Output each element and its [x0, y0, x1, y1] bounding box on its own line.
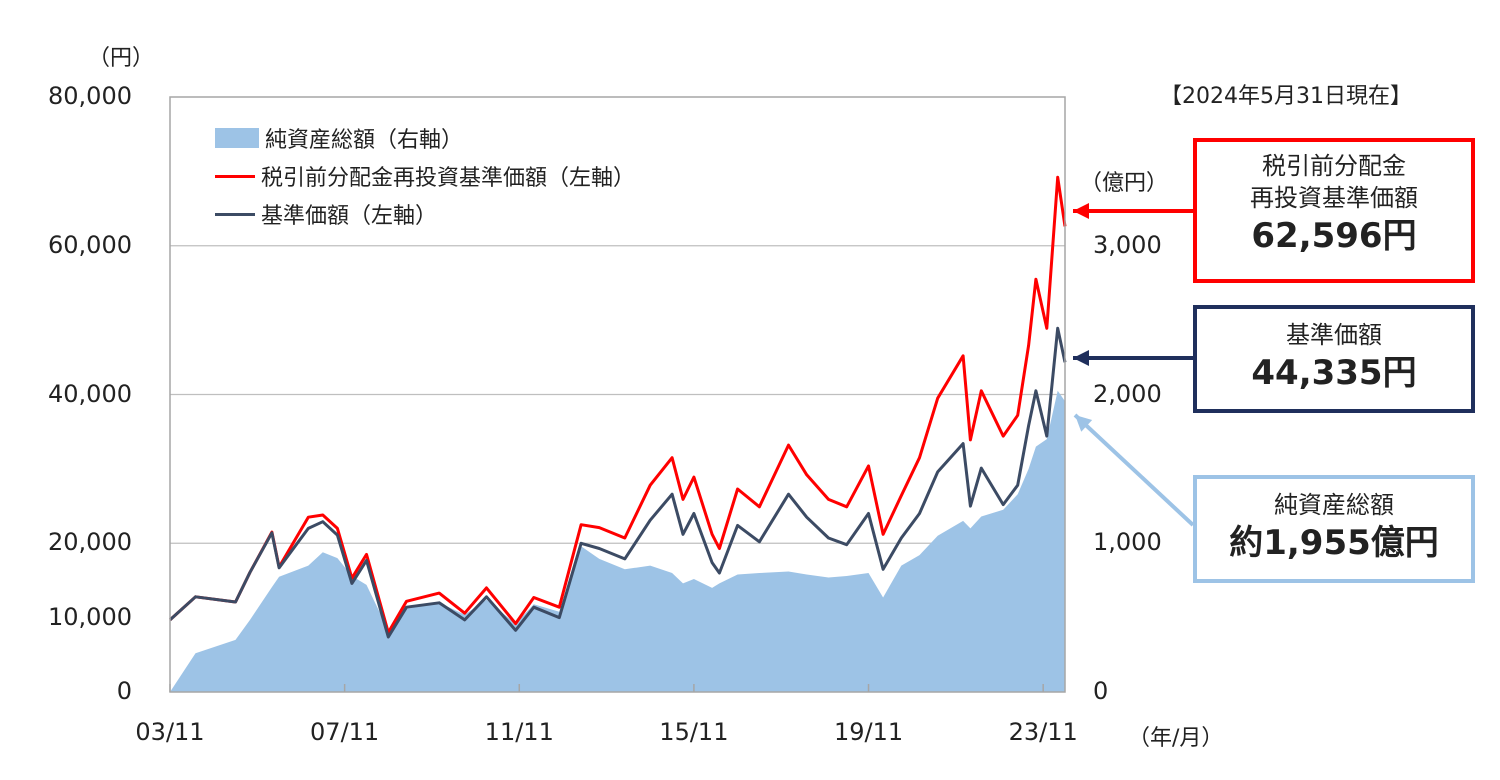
arrow-nav [1073, 350, 1193, 366]
y-tick-label-right: 0 [1093, 677, 1109, 705]
callout-value: 約1,955億円 [1229, 523, 1439, 563]
callout-arrows [1073, 203, 1195, 527]
callout-label: 税引前分配金 [1262, 152, 1406, 180]
arrow-head [1075, 415, 1093, 432]
y-tick-label-left: 80,000 [48, 82, 132, 110]
callout-label: 再投資基準価額 [1250, 184, 1418, 212]
legend-item-nav: 基準価額（左軸） [215, 198, 437, 230]
arrow-head [1073, 203, 1089, 219]
callout-reinvested: 税引前分配金 再投資基準価額 62,596円 [1193, 138, 1475, 283]
arrow-head [1073, 350, 1089, 366]
as-of-date: 【2024年5月31日現在】 [1160, 84, 1412, 109]
legend-label: 純資産総額（右軸） [265, 128, 464, 153]
callout-label: 純資産総額 [1274, 491, 1394, 519]
x-tick-label: 07/11 [310, 718, 380, 746]
gridlines [170, 245, 1065, 544]
legend-item-assets: 純資産総額（右軸） [215, 122, 463, 154]
arrow-reinvested [1073, 203, 1193, 219]
legend-swatch-area [215, 128, 259, 148]
y-tick-label-right: 1,000 [1093, 528, 1162, 557]
y-tick-label-left: 10,000 [48, 602, 132, 631]
arrow-shaft [1073, 413, 1195, 527]
y-tick-label-right: 2,000 [1093, 379, 1162, 408]
line-nav [168, 326, 1067, 639]
callout-value: 62,596円 [1251, 216, 1417, 256]
callout-label: 基準価額 [1286, 321, 1382, 349]
y-tick-label-left: 20,000 [48, 528, 132, 557]
x-tick-label: 03/11 [135, 718, 205, 746]
legend-label: 税引前分配金再投資基準価額（左軸） [261, 166, 636, 191]
y-tick-label-right: 3,000 [1093, 230, 1162, 259]
legend-label: 基準価額（左軸） [261, 204, 438, 229]
legend-item-reinvested: 税引前分配金再投資基準価額（左軸） [215, 160, 635, 192]
x-tick-label: 11/11 [484, 718, 554, 746]
legend-swatch-red-line [215, 174, 255, 178]
y-tick-label-left: 60,000 [48, 230, 132, 259]
plot-border [169, 96, 1066, 693]
arrow-assets [1073, 413, 1195, 527]
callout-assets: 純資産総額 約1,955億円 [1193, 475, 1475, 583]
x-tick-label: 23/11 [1008, 718, 1078, 746]
x-tick-label: 19/11 [833, 718, 904, 746]
x-axis-unit: （年/月） [1128, 726, 1224, 751]
lines-layer [168, 175, 1067, 639]
left-axis-unit: （円） [88, 46, 155, 71]
callout-value: 44,335円 [1251, 353, 1417, 393]
y-tick-label-left: 0 [116, 677, 132, 705]
y-tick-label-left: 40,000 [48, 379, 132, 408]
right-axis-unit: （億円） [1080, 171, 1169, 196]
legend-swatch-navy-line [215, 212, 255, 216]
area-layer [170, 390, 1065, 692]
x-tick-label: 15/11 [659, 718, 729, 746]
x-tick-marks [169, 684, 1044, 692]
callout-nav: 基準価額 44,335円 [1193, 305, 1475, 413]
area-net-assets [170, 390, 1065, 692]
line-reinvested-nav [168, 175, 1067, 634]
